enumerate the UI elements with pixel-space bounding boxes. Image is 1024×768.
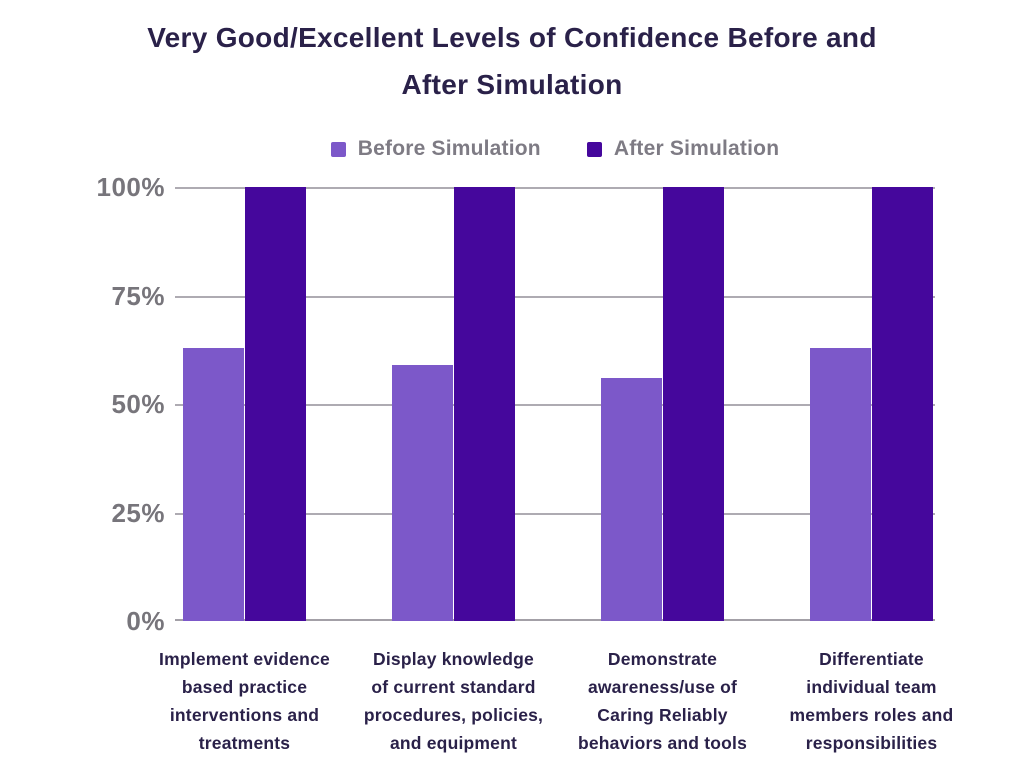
legend-swatch-icon — [330, 141, 346, 157]
y-tick-label: 25% — [111, 497, 165, 528]
gridline — [175, 513, 935, 515]
after-simulation-bar — [872, 187, 933, 621]
chart-title-line-2: After Simulation — [401, 69, 623, 100]
legend-swatch-icon — [586, 141, 602, 157]
gridline — [175, 404, 935, 406]
gridline — [175, 187, 935, 189]
y-tick-label: 0% — [126, 606, 165, 636]
after-simulation-bar — [245, 187, 306, 621]
chart-legend: Before Simulation After Simulation — [175, 134, 935, 164]
x-category-label: Differentiate individual team members ro… — [789, 649, 954, 753]
chart-title: Very Good/Excellent Levels of Confidence… — [0, 14, 1024, 108]
y-tick-label: 100% — [96, 172, 165, 202]
bar-group — [601, 187, 724, 621]
before-simulation-bar — [392, 365, 453, 621]
before-simulation-bar — [601, 378, 662, 621]
x-category-label: Implement evidence based practice interv… — [159, 649, 330, 753]
legend-item-after: After Simulation — [586, 137, 780, 161]
before-simulation-bar — [183, 348, 244, 621]
y-tick-label: 50% — [111, 389, 165, 419]
after-simulation-bar — [663, 187, 724, 621]
x-axis-baseline — [175, 619, 935, 621]
x-category-label: Display knowledge of current standard pr… — [363, 649, 544, 753]
after-simulation-bar — [454, 187, 515, 621]
x-axis-labels: Implement evidence based practice interv… — [0, 645, 1024, 765]
bar-group — [183, 187, 306, 621]
bar-group — [810, 187, 933, 621]
x-category-label: Demonstrate awareness/use of Caring Reli… — [577, 649, 748, 753]
legend-item-before: Before Simulation — [330, 137, 541, 161]
legend-item-label: Before Simulation — [357, 137, 541, 160]
y-axis: 100% 75% 50% 25% 0% — [0, 0, 165, 768]
gridline — [175, 296, 935, 298]
legend-item-label: After Simulation — [613, 137, 780, 160]
before-simulation-bar — [810, 348, 871, 621]
chart-title-line-1: Very Good/Excellent Levels of Confidence… — [147, 22, 877, 53]
y-tick-label: 75% — [111, 280, 165, 311]
plot-area — [175, 187, 935, 621]
bar-group — [392, 187, 515, 621]
